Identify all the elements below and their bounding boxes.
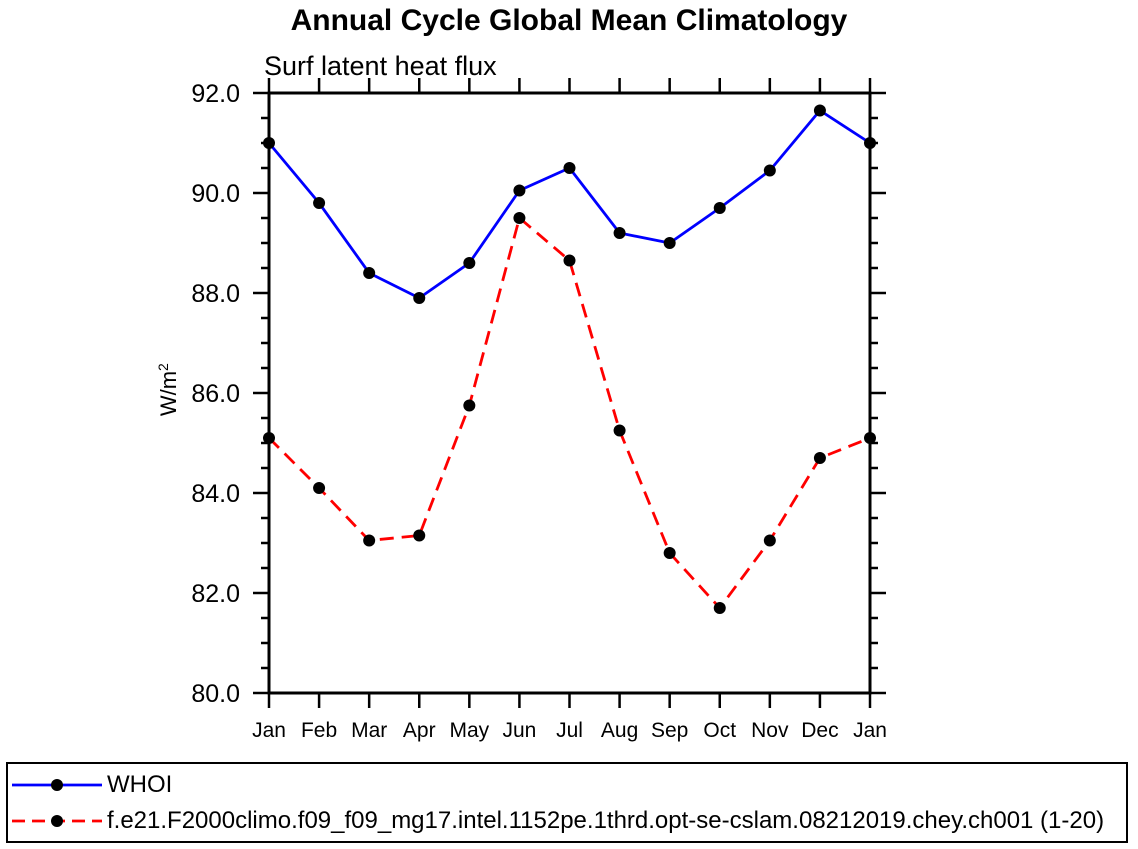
x-tick-label: Oct xyxy=(703,719,736,742)
x-tick-label: Jan xyxy=(252,719,286,742)
data-point-marker xyxy=(763,164,776,177)
data-point-marker xyxy=(463,399,476,412)
data-point-marker xyxy=(864,432,876,444)
data-point-marker xyxy=(713,202,726,214)
chart-subtitle: Surf latent heat flux xyxy=(264,51,497,81)
data-point-marker xyxy=(813,452,826,464)
y-tick-label: 90.0 xyxy=(191,180,240,208)
data-point-marker xyxy=(813,104,826,117)
data-point-marker xyxy=(363,534,376,547)
legend-entry-whoi: WHOI xyxy=(10,771,172,799)
plot-border xyxy=(267,91,872,695)
data-point-marker xyxy=(563,162,576,174)
y-tick-label: 82.0 xyxy=(191,580,240,608)
data-point-marker xyxy=(613,227,626,239)
chart-title: Annual Cycle Global Mean Climatology xyxy=(290,4,848,37)
y-tick-label: 80.0 xyxy=(191,680,240,708)
legend-line-marker-sample xyxy=(12,779,102,791)
legend-label: f.e21.F2000climo.f09_f09_mg17.intel.1152… xyxy=(107,807,1105,834)
data-point-marker xyxy=(613,424,626,437)
series-line xyxy=(268,215,871,611)
legend-label: WHOI xyxy=(107,771,173,798)
x-tick-label: Jul xyxy=(556,719,583,742)
data-point-marker xyxy=(313,482,326,494)
data-point-marker xyxy=(263,137,275,149)
x-tick-label: Apr xyxy=(403,719,436,742)
legend: WHOI f.e21.F2000climo.f09_f09_mg17.intel… xyxy=(6,762,1128,843)
x-tick-label: Aug xyxy=(601,719,638,742)
x-tick-label: Jan xyxy=(853,719,887,742)
legend-line-marker-sample xyxy=(12,815,102,827)
x-tick-label: Nov xyxy=(751,719,789,742)
x-tick-label: Sep xyxy=(651,719,688,742)
y-axis-ticks xyxy=(253,91,886,695)
x-axis-ticks xyxy=(267,78,872,708)
y-tick-labels: 92.0 90.0 88.0 86.0 84.0 82.0 80.0 xyxy=(191,80,240,708)
data-point-marker xyxy=(513,184,526,197)
y-tick-label: 88.0 xyxy=(191,280,240,308)
data-point-marker xyxy=(463,257,476,269)
data-point-marker xyxy=(263,432,275,444)
data-point-marker xyxy=(713,602,726,614)
data-point-marker xyxy=(313,197,326,209)
data-point-marker xyxy=(513,212,526,224)
y-tick-label: 92.0 xyxy=(191,80,240,108)
data-point-marker xyxy=(763,534,776,547)
y-tick-label: 86.0 xyxy=(191,380,240,408)
x-tick-label: Jun xyxy=(502,719,536,742)
x-tick-labels: Jan Feb Mar Apr May Jun Jul Aug Sep Oct Nov Dec Jan xyxy=(252,719,887,742)
x-tick-label: Mar xyxy=(351,719,387,742)
data-point-marker xyxy=(363,267,376,279)
legend-entry-model: f.e21.F2000climo.f09_f09_mg17.intel.1152… xyxy=(10,807,1104,835)
data-point-marker xyxy=(663,237,676,249)
y-tick-label: 84.0 xyxy=(191,480,240,508)
x-tick-label: May xyxy=(449,719,489,742)
x-tick-label: Feb xyxy=(301,719,337,742)
series-markers xyxy=(263,104,876,304)
series-line xyxy=(267,108,871,300)
plot-area: 92.0 90.0 88.0 86.0 84.0 82.0 80.0 Jan Feb Mar Apr… xyxy=(191,78,887,742)
series-markers xyxy=(263,212,876,614)
data-point-marker xyxy=(563,254,576,267)
data-point-marker xyxy=(864,137,876,149)
x-tick-label: Dec xyxy=(801,719,838,742)
data-point-marker xyxy=(413,292,426,304)
data-point-marker xyxy=(663,547,676,559)
data-point-marker xyxy=(413,529,426,542)
